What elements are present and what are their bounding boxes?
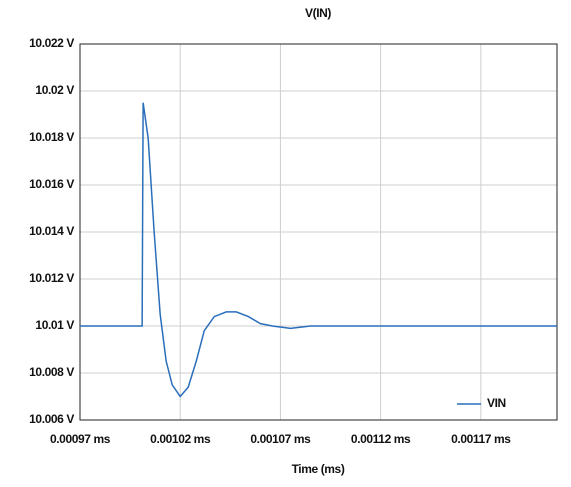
- plot-frame: [79, 43, 558, 421]
- y-tick-label: 10.02 V: [35, 83, 74, 97]
- y-tick-label: 10.01 V: [35, 318, 74, 332]
- x-tick-label: 0.00112 ms: [351, 432, 411, 446]
- x-axis-label: Time (ms): [292, 462, 345, 476]
- legend-label: VIN: [487, 396, 506, 410]
- chart-title: V(IN): [305, 6, 331, 20]
- y-tick-label: 10.018 V: [29, 130, 74, 144]
- y-tick-label: 10.016 V: [29, 177, 74, 191]
- series-line: [80, 102, 557, 398]
- y-tick-label: 10.012 V: [29, 271, 74, 285]
- y-tick-label: 10.006 V: [29, 412, 74, 426]
- y-tick-label: 10.014 V: [29, 224, 74, 238]
- x-tick-label: 0.00107 ms: [250, 432, 311, 446]
- y-tick-label: 10.008 V: [29, 365, 74, 379]
- y-tick-label: 10.022 V: [29, 36, 74, 50]
- x-tick-label: 0.00102 ms: [150, 432, 211, 446]
- x-tick-label: 0.00097 ms: [50, 432, 111, 446]
- x-tick-label: 0.00117 ms: [451, 432, 511, 446]
